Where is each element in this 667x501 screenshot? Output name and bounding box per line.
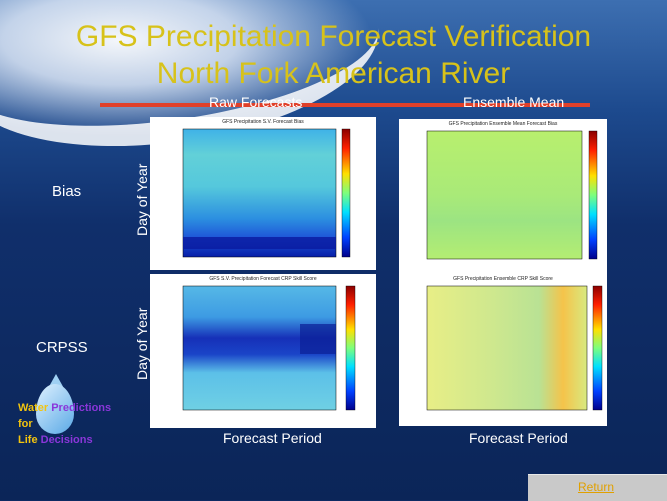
water-predictions-logo: Water Predictions for Life Decisions: [18, 374, 148, 450]
slide-title-line-2: North Fork American River: [156, 57, 511, 90]
title-underline: [100, 103, 590, 107]
plot-raw-crpss: GFS S.V. Precipitation Forecast CRP Skil…: [150, 274, 376, 428]
logo-word: Decisions: [40, 434, 93, 446]
column-header-ensemble: Ensemble Mean: [463, 94, 565, 110]
x-axis-label-right: Forecast Period: [469, 430, 568, 446]
plot-title: GFS Precipitation Ensemble Mean Forecast…: [448, 121, 558, 127]
row-label-crpss: CRPSS: [36, 339, 88, 356]
logo-word: Life: [18, 434, 38, 446]
plot-title: GFS Precipitation S.V. Forecast Bias: [222, 119, 304, 125]
water-drop-body: [36, 384, 74, 434]
return-button[interactable]: Return: [528, 474, 667, 501]
plot-raw-bias: GFS Precipitation S.V. Forecast Bias: [150, 117, 376, 270]
column-header-raw: Raw Forecasts: [209, 94, 303, 110]
y-axis-label-bottom: Day of Year: [134, 307, 150, 380]
x-axis-label-left: Forecast Period: [223, 430, 322, 446]
plot-ensemble-crpss: GFS Precipitation Ensemble CRP Skill Sco…: [399, 274, 607, 426]
y-axis-label-top: Day of Year: [134, 163, 150, 236]
return-link[interactable]: Return: [578, 480, 615, 494]
slide-title-line-1: GFS Precipitation Forecast Verification: [75, 20, 592, 53]
row-label-bias: Bias: [52, 183, 82, 200]
plot-title: GFS Precipitation Ensemble CRP Skill Sco…: [453, 276, 553, 282]
logo-word: Water: [18, 402, 49, 414]
logo-word: Predictions: [51, 402, 112, 414]
plot-ensemble-bias: GFS Precipitation Ensemble Mean Forecast…: [399, 119, 607, 275]
logo-word: for: [18, 418, 33, 430]
plot-title: GFS S.V. Precipitation Forecast CRP Skil…: [209, 276, 317, 282]
